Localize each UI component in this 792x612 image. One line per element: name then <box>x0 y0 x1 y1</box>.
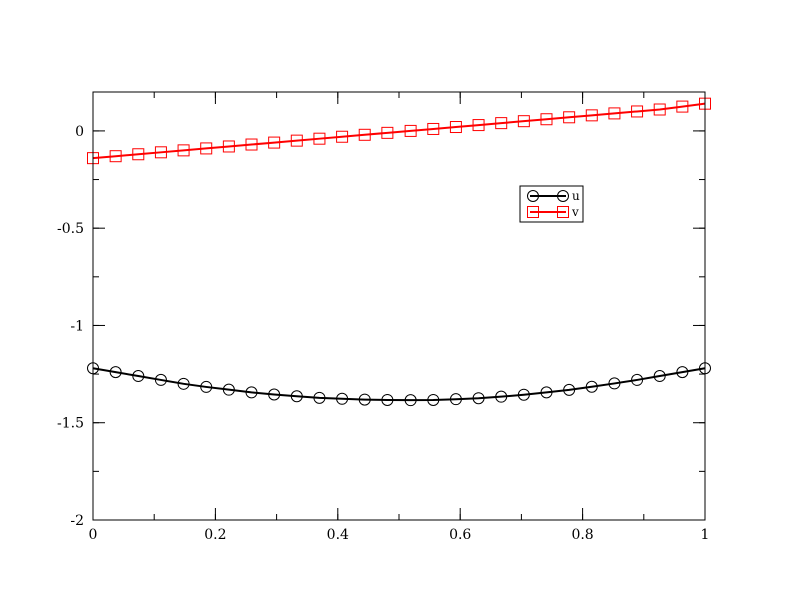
series-u-point <box>313 391 326 404</box>
series-v-point <box>154 146 167 159</box>
x-tick-label: 0.2 <box>204 527 226 543</box>
series-u-point <box>676 366 689 379</box>
series-u-point <box>585 380 598 393</box>
series-v-point <box>200 142 213 155</box>
y-tick-label: -2 <box>70 513 84 529</box>
y-tick-label: -1 <box>70 318 84 334</box>
series-v-point <box>631 105 644 118</box>
legend-label: v <box>571 205 579 219</box>
series-u-point <box>381 393 394 406</box>
series-u-point <box>653 370 666 383</box>
series-u <box>87 362 711 407</box>
series-u-point <box>290 390 303 403</box>
series-v-point <box>132 148 145 161</box>
legend-swatch-marker <box>527 206 539 218</box>
legend-label: u <box>572 189 580 203</box>
series-u-point <box>631 373 644 386</box>
y-tick-label: -0.5 <box>57 221 84 237</box>
tick-labels: 0 0.2 0.4 0.6 0.8 1 0 -0.5 -1 -1.5 -2 <box>57 124 709 543</box>
series-v-point <box>495 117 508 130</box>
series-v-point <box>449 121 462 134</box>
series-v-point <box>313 132 326 145</box>
series-v-point <box>336 130 349 143</box>
series-v-point <box>653 103 666 116</box>
series-v-point <box>404 124 417 137</box>
x-tick-label: 0.4 <box>327 527 349 543</box>
legend-swatch-marker <box>557 206 569 218</box>
series-u-line <box>92 367 706 402</box>
series-v-point <box>358 128 371 141</box>
series-v-point <box>268 136 281 149</box>
series-u-point <box>540 386 553 399</box>
series-v-point <box>109 150 122 163</box>
series-u-point <box>517 388 530 401</box>
series-v-point <box>540 113 553 126</box>
series-u-point <box>245 386 258 399</box>
series-u-point <box>563 383 576 396</box>
series-u-point <box>427 393 440 406</box>
series-u-point <box>200 380 213 393</box>
x-tick-label: 1 <box>701 527 710 543</box>
series-v-point <box>563 111 576 124</box>
series-v-point <box>608 107 621 120</box>
series-v-point <box>222 140 235 153</box>
series-u-point <box>449 393 462 406</box>
y-tick-label: -1.5 <box>57 416 84 432</box>
series-u-point <box>222 383 235 396</box>
series-u-point <box>472 392 485 405</box>
series-v-line <box>92 102 706 160</box>
series-v-point <box>290 134 303 147</box>
series-u-point <box>608 377 621 390</box>
series-u-point <box>177 377 190 390</box>
legend: uv <box>519 185 584 223</box>
legend-swatch-marker <box>527 190 539 202</box>
series-u-point <box>154 373 167 386</box>
x-tick-label: 0 <box>89 527 98 543</box>
legend-item-v: v <box>527 205 579 219</box>
series-u-point <box>336 392 349 405</box>
series-v <box>87 97 711 165</box>
series-u-point <box>358 393 371 406</box>
x-tick-label: 0.6 <box>449 527 471 543</box>
plot-area <box>87 97 711 407</box>
series-v-point <box>381 126 394 139</box>
y-tick-label: 0 <box>75 124 84 140</box>
series-v-point <box>245 138 258 151</box>
series-v-point <box>676 100 689 113</box>
series-v-point <box>472 119 485 132</box>
series-v-point <box>585 109 598 122</box>
series-v-point <box>177 144 190 157</box>
series-u-point <box>132 370 145 383</box>
series-u-point <box>109 366 122 379</box>
legend-item-u: u <box>527 189 580 203</box>
x-tick-label: 0.8 <box>571 527 593 543</box>
series-v-point <box>517 115 530 128</box>
series-u-point <box>495 390 508 403</box>
series-u-point <box>404 394 417 407</box>
legend-box <box>519 185 584 223</box>
plot-frame <box>92 91 706 521</box>
series-u-point <box>268 388 281 401</box>
legend-swatch-marker <box>557 190 569 202</box>
series-v-point <box>427 122 440 135</box>
